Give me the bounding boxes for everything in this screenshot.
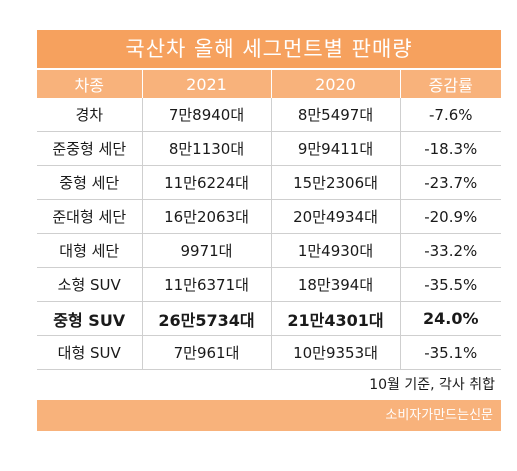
segment-cell: 대형 세단: [37, 233, 142, 268]
change-cell: -18.3%: [399, 131, 501, 166]
sales-2021-cell: 11만6224대: [141, 165, 271, 200]
column-header-segment: 차종: [37, 70, 142, 98]
table-row: 대형 SUV 7만961대 10만9353대 -35.1%: [37, 335, 501, 370]
segment-cell: 중형 SUV: [37, 301, 142, 336]
table-row: 중형 세단 11만6224대 15만2306대 -23.7%: [37, 165, 501, 200]
sales-2020-cell: 9만9411대: [270, 131, 400, 166]
sales-2020-cell: 18만394대: [270, 267, 400, 302]
sales-table: 차종 2021 2020 증감률 경차 7만8940대 8만5497대 -7.6…: [37, 70, 501, 370]
sales-2021-cell: 16만2063대: [141, 199, 271, 234]
sales-2021-cell: 9971대: [141, 233, 271, 268]
sales-2021-cell: 11만6371대: [141, 267, 271, 302]
segment-cell: 중형 세단: [37, 165, 142, 200]
column-header-change: 증감률: [399, 70, 501, 98]
sales-2021-cell: 26만5734대: [141, 301, 271, 336]
sales-2020-cell: 1만4930대: [270, 233, 400, 268]
change-cell: -35.1%: [399, 335, 501, 370]
change-cell: -20.9%: [399, 199, 501, 234]
segment-cell: 소형 SUV: [37, 267, 142, 302]
sales-2020-cell: 21만4301대: [270, 301, 400, 336]
segment-cell: 경차: [37, 98, 142, 132]
segment-cell: 준대형 세단: [37, 199, 142, 234]
table-row: 경차 7만8940대 8만5497대 -7.6%: [37, 98, 501, 132]
publisher-footer: 소비자가만드는신문: [37, 400, 501, 431]
table-row: 준중형 세단 8만1130대 9만9411대 -18.3%: [37, 131, 501, 166]
source-note: 10월 기준, 각사 취합: [369, 377, 495, 393]
change-cell: -7.6%: [399, 98, 501, 132]
column-header-2020: 2020: [270, 70, 400, 98]
segment-cell: 대형 SUV: [37, 335, 142, 370]
change-cell: -23.7%: [399, 165, 501, 200]
table-row-highlight: 중형 SUV 26만5734대 21만4301대 24.0%: [37, 301, 501, 336]
sales-2020-cell: 8만5497대: [270, 98, 400, 132]
change-cell: 24.0%: [399, 301, 501, 336]
segment-cell: 준중형 세단: [37, 131, 142, 166]
sales-2020-cell: 15만2306대: [270, 165, 400, 200]
table-graphic: 국산차 올해 세그먼트별 판매량 차종 2021 2020 증감률 경차 7만8…: [37, 30, 501, 431]
page-title: 국산차 올해 세그먼트별 판매량: [37, 30, 501, 68]
sales-2020-cell: 20만4934대: [270, 199, 400, 234]
sales-2021-cell: 7만8940대: [141, 98, 271, 132]
table-row: 대형 세단 9971대 1만4930대 -33.2%: [37, 233, 501, 268]
table-row: 준대형 세단 16만2063대 20만4934대 -20.9%: [37, 199, 501, 234]
change-cell: -33.2%: [399, 233, 501, 268]
column-header-2021: 2021: [141, 70, 271, 98]
sales-2020-cell: 10만9353대: [270, 335, 400, 370]
sales-2021-cell: 7만961대: [141, 335, 271, 370]
change-cell: -35.5%: [399, 267, 501, 302]
sales-2021-cell: 8만1130대: [141, 131, 271, 166]
header-row: 차종 2021 2020 증감률: [37, 70, 501, 98]
table-row: 소형 SUV 11만6371대 18만394대 -35.5%: [37, 267, 501, 302]
